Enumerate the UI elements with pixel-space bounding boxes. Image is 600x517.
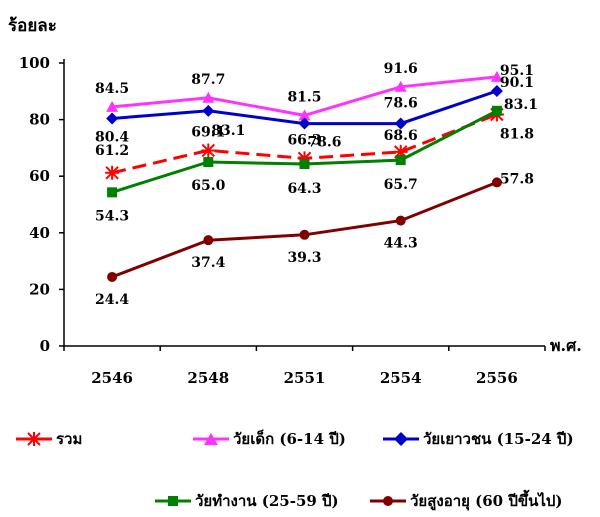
- legend-label-elderly: วัยสูงอายุ (60 ปีขึ้นไป): [410, 492, 563, 510]
- data-label-s2-2554: 78.6: [384, 96, 418, 112]
- data-label-s4-2554: 44.3: [384, 236, 418, 252]
- x-tick-label-2546: 2546: [91, 369, 133, 387]
- data-label-s3-2546: 54.3: [95, 208, 129, 224]
- point-s4-2556: [491, 177, 502, 188]
- point-s1-2546: [106, 100, 119, 112]
- data-label-s2-2548: 83.1: [211, 123, 245, 139]
- point-s0-2548: [201, 143, 216, 158]
- legend-swatch-children: [193, 433, 229, 445]
- data-label-s4-2556: 57.8: [500, 171, 534, 187]
- legend-swatch-elderly: [370, 496, 406, 506]
- data-label-s2-2556: 90.1: [500, 75, 534, 91]
- data-label-s0-2546: 61.2: [95, 143, 129, 159]
- y-tick-label-60: 60: [29, 167, 50, 185]
- x-tick-label-2551: 2551: [284, 369, 326, 387]
- data-label-s0-2554: 68.6: [384, 128, 418, 144]
- point-s3-2551: [299, 159, 310, 170]
- y-tick-label-0: 0: [40, 337, 50, 355]
- point-s1-2548: [202, 91, 215, 103]
- data-label-s0-2556: 81.8: [500, 127, 534, 143]
- data-label-s4-2551: 39.3: [287, 250, 321, 266]
- legend-label-total: รวม: [56, 430, 83, 448]
- x-tick-label-2556: 2556: [476, 369, 518, 387]
- data-label-s3-2556: 83.1: [504, 97, 538, 113]
- legend-swatch-youth: [383, 432, 419, 446]
- data-label-s1-2548: 87.7: [191, 72, 225, 88]
- data-label-s3-2554: 65.7: [384, 177, 418, 193]
- point-s0-2554: [393, 144, 408, 159]
- x-axis-title: พ.ศ.: [550, 336, 582, 355]
- data-label-s1-2546: 84.5: [95, 81, 129, 97]
- legend-item-total: รวม: [16, 427, 82, 451]
- legend-item-youth: วัยเยาวชน (15-24 ปี): [383, 427, 574, 451]
- x-tick-label-2548: 2548: [187, 369, 229, 387]
- legend-label-working: วัยทำงาน (25-59 ปี): [195, 492, 339, 510]
- point-s4-2551: [299, 229, 310, 240]
- y-tick-label-80: 80: [29, 111, 50, 129]
- data-label-s4-2548: 37.4: [191, 255, 225, 271]
- data-label-s2-2551: 78.6: [307, 135, 341, 151]
- y-axis-title: ร้อยละ: [8, 16, 57, 36]
- legend-item-elderly: วัยสูงอายุ (60 ปีขึ้นไป): [370, 489, 563, 513]
- point-s3-2548: [203, 157, 214, 168]
- legend-item-working: วัยทำงาน (25-59 ปี): [155, 489, 339, 513]
- data-label-s3-2548: 65.0: [191, 178, 225, 194]
- point-s2-2548: [202, 104, 215, 117]
- point-s0-2551: [297, 151, 312, 166]
- point-s0-2546: [105, 165, 120, 180]
- point-s4-2548: [203, 235, 214, 246]
- data-label-s4-2546: 24.4: [95, 292, 129, 308]
- legend-swatch-total: [16, 432, 52, 446]
- data-label-s1-2551: 81.5: [287, 89, 321, 105]
- point-s1-2556: [490, 70, 503, 82]
- legend-swatch-working: [155, 496, 191, 506]
- data-label-s1-2556: 95.1: [500, 63, 534, 79]
- legend-item-children: วัยเด็ก (6-14 ปี): [193, 427, 346, 451]
- point-s1-2551: [298, 109, 311, 121]
- data-label-s2-2546: 80.4: [95, 129, 129, 145]
- x-tick-label-2554: 2554: [380, 369, 422, 387]
- point-s2-2546: [106, 112, 119, 125]
- legend-label-youth: วัยเยาวชน (15-24 ปี): [423, 430, 574, 448]
- legend-label-children: วัยเด็ก (6-14 ปี): [233, 430, 346, 448]
- data-label-s0-2548: 69.1: [191, 124, 225, 140]
- point-s2-2556: [490, 85, 503, 98]
- data-label-s1-2554: 91.6: [384, 61, 418, 77]
- point-s3-2554: [395, 155, 406, 166]
- data-label-s3-2551: 64.3: [287, 181, 321, 197]
- data-label-s0-2551: 66.3: [287, 132, 321, 148]
- point-s2-2551: [298, 117, 311, 130]
- point-s3-2556: [491, 105, 502, 116]
- y-tick-label-40: 40: [29, 224, 50, 242]
- point-s3-2546: [107, 187, 118, 198]
- point-s4-2546: [107, 271, 118, 282]
- point-s2-2554: [394, 117, 407, 130]
- y-tick-label-20: 20: [29, 280, 50, 298]
- y-tick-label-100: 100: [19, 54, 50, 72]
- point-s1-2554: [394, 80, 407, 92]
- point-s4-2554: [395, 215, 406, 226]
